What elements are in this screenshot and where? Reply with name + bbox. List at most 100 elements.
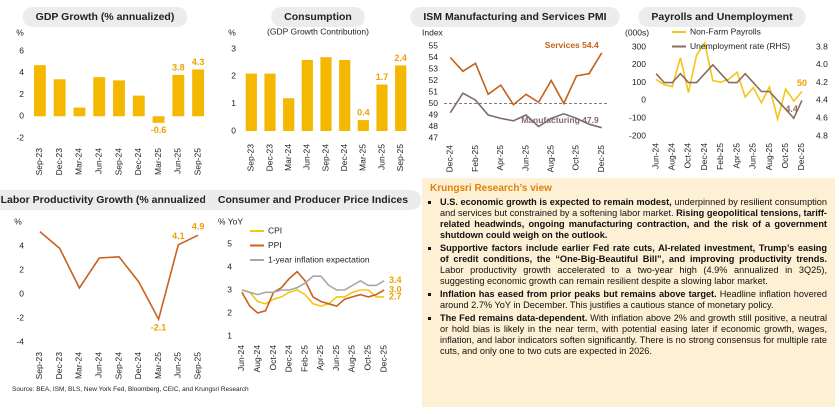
y-tick-label: 4	[19, 240, 24, 250]
series-line	[241, 270, 385, 314]
x-tick-label: Feb-25	[715, 143, 725, 170]
x-tick-label: Sep-24	[113, 148, 123, 176]
data-label: 4.3	[192, 57, 205, 67]
x-tick-label: Jun-25	[748, 143, 758, 169]
x-tick-label: Oct-25	[780, 143, 790, 169]
bar	[245, 73, 257, 131]
x-tick-label: Aug-25	[347, 345, 357, 373]
bar	[73, 107, 86, 117]
x-tick-label: Apr-25	[315, 345, 325, 371]
y2-tick-label: 4.8	[816, 130, 828, 140]
x-tick-label: Jun-25	[520, 145, 530, 171]
y-tick-label: 0	[19, 288, 24, 298]
source-note: Source: BEA, ISM, BLS, New York Fed, Blo…	[12, 386, 249, 393]
y-tick-label: 5	[227, 238, 232, 248]
y-tick-label: 55	[429, 40, 439, 50]
title-pill	[410, 7, 620, 27]
y-tick-label: 49	[429, 109, 439, 119]
x-tick-label: Sep-25	[192, 148, 202, 176]
title-pill	[638, 7, 806, 27]
bold-text: U.S. economic growth is expected to rema…	[440, 197, 672, 207]
series-line	[39, 230, 199, 322]
x-tick-label: Aug-24	[252, 345, 262, 373]
bold-text: Inflation has eased from prior peaks but…	[440, 289, 717, 299]
y-tick-label: 0	[641, 95, 646, 105]
title-pill	[271, 7, 365, 27]
chart: Labor Productivity Growth (% annualized)…	[0, 190, 223, 380]
x-tick-label: Dec-23	[264, 144, 274, 172]
x-tick-label: Dec-24	[284, 345, 294, 373]
body-text: With inflation above 2% and growth still…	[440, 313, 827, 356]
data-label: 0.4	[357, 107, 370, 117]
y-tick-label: 53	[429, 63, 439, 73]
bar	[357, 120, 369, 131]
chart-title: Consumption	[284, 11, 352, 23]
x-tick-label: Dec-25	[378, 345, 388, 373]
bullet: Inflation has eased from prior peaks but…	[440, 289, 827, 311]
x-tick-label: Dec-24	[339, 144, 349, 172]
x-tick-label: Jun-24	[93, 148, 103, 174]
y-tick-label: 1	[231, 98, 236, 108]
y-tick-label: 1	[227, 330, 232, 340]
x-tick-label: Dec-25	[596, 145, 606, 173]
x-tick-label: Aug-24	[667, 143, 677, 171]
bullet: Supportive factors include earlier Fed r…	[440, 243, 827, 287]
legend-label: 1-year inflation expectation	[268, 254, 370, 264]
bar	[53, 79, 66, 117]
x-tick-label: Apr-25	[495, 145, 505, 171]
chart-title: Payrolls and Unemployment	[651, 11, 793, 23]
chart-title: Consumer and Producer Price Indices	[218, 194, 408, 206]
y-axis-label: %	[228, 27, 236, 37]
data-label: 2.4	[394, 53, 407, 63]
bar	[320, 57, 332, 132]
y-tick-label: -2	[16, 312, 24, 322]
x-tick-label: Jun-25	[173, 148, 183, 174]
x-tick-label: Mar-24	[74, 148, 84, 175]
x-tick-label: Sep-23	[34, 352, 44, 380]
chart-subtitle: (GDP Growth Contribution)	[267, 26, 369, 36]
y-tick-label: 0	[19, 111, 24, 121]
y2-tick-label: 4.6	[816, 112, 828, 122]
y-axis-label: %	[14, 216, 22, 226]
data-label: 3.0	[389, 284, 402, 294]
y-axis-label: (000s)	[625, 27, 649, 37]
y-tick-label: 4	[227, 261, 232, 271]
x-tick-label: Mar-25	[358, 144, 368, 171]
y-tick-label: -2	[16, 132, 24, 142]
body-text: Headline inflation hovered around 2.7% Y…	[440, 289, 827, 310]
x-tick-label: Dec-24	[133, 148, 143, 176]
x-tick-label: Jun-25	[331, 345, 341, 371]
x-tick-label: Feb-25	[470, 145, 480, 172]
chart: Payrolls and Unemployment(000s) -200 -100 0…	[625, 7, 828, 170]
y-tick-label: 47	[429, 132, 439, 142]
bold-text: Supportive factors include earlier Fed r…	[440, 243, 827, 264]
series-line	[449, 92, 602, 129]
data-label: 4.1	[172, 231, 185, 241]
x-tick-label: Aug-25	[545, 145, 555, 173]
x-tick-label: Mar-25	[153, 352, 163, 379]
y2-tick-label: 4.2	[816, 77, 828, 87]
chart-title: GDP Growth (% annualized)	[36, 11, 175, 23]
y-axis-label: Index	[422, 27, 444, 37]
y-tick-label: 50	[429, 98, 439, 108]
series-line	[655, 63, 803, 120]
bar	[264, 73, 276, 131]
y2-tick-label: 4.4	[816, 95, 828, 105]
x-tick-label: Dec-24	[133, 352, 143, 380]
bar	[152, 116, 165, 123]
bar	[172, 74, 185, 117]
chart: Consumer and Producer Price Indices % YoY…	[204, 190, 422, 373]
legend-label: PPI	[268, 240, 282, 250]
chart: GDP Growth (% annualized)% -2 0 2 4 6 Sep-23 De…	[16, 7, 204, 175]
y2-tick-label: 3.8	[816, 41, 828, 51]
y-tick-label: 3	[231, 43, 236, 53]
x-tick-label: Mar-24	[283, 144, 293, 171]
series-line	[241, 275, 385, 296]
data-label: 1.7	[376, 72, 389, 82]
y-tick-label: 48	[429, 121, 439, 131]
view-title: Krungsri Research’s view	[430, 183, 552, 194]
x-tick-label: Sep-25	[395, 144, 405, 172]
x-tick-label: Dec-24	[699, 143, 709, 171]
y-tick-label: -100	[629, 112, 646, 122]
data-label: 3.8	[172, 62, 185, 72]
